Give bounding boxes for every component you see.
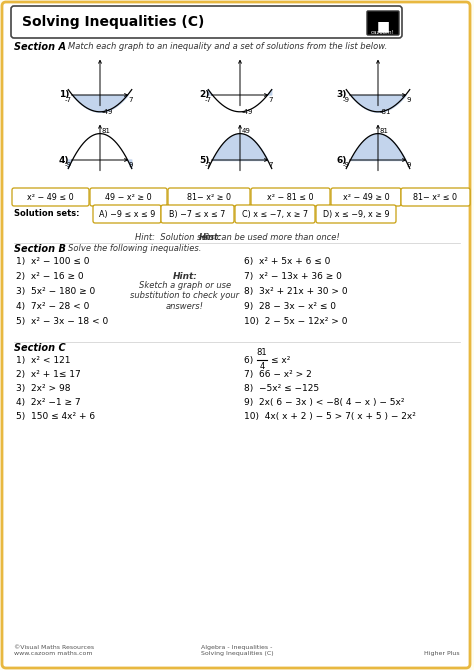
Text: -9: -9: [342, 162, 349, 168]
Text: -7: -7: [64, 97, 72, 103]
Text: 7)  66 − x² > 2: 7) 66 − x² > 2: [244, 370, 312, 379]
Text: 81− x² ≤ 0: 81− x² ≤ 0: [413, 192, 457, 202]
Text: 9: 9: [407, 97, 411, 103]
Text: -49: -49: [242, 109, 254, 115]
Text: 81: 81: [257, 348, 267, 357]
Text: Hint:: Hint:: [173, 272, 198, 281]
Text: x² − 81 ≤ 0: x² − 81 ≤ 0: [267, 192, 314, 202]
Text: -7: -7: [204, 97, 211, 103]
Text: 7: 7: [269, 162, 273, 168]
FancyBboxPatch shape: [168, 188, 250, 206]
Text: -49: -49: [102, 109, 113, 115]
FancyBboxPatch shape: [11, 6, 402, 38]
Text: 3)  2x² > 98: 3) 2x² > 98: [16, 384, 71, 393]
Text: 2): 2): [199, 90, 209, 100]
Text: A) −9 ≤ x ≤ 9: A) −9 ≤ x ≤ 9: [99, 210, 155, 218]
Text: Higher Plus: Higher Plus: [424, 651, 460, 656]
Text: 8)  3x² + 21x + 30 > 0: 8) 3x² + 21x + 30 > 0: [244, 287, 347, 296]
Text: 6): 6): [337, 155, 347, 165]
Text: 1)  x² < 121: 1) x² < 121: [16, 356, 71, 365]
Text: 8)  −5x² ≤ −125: 8) −5x² ≤ −125: [244, 384, 319, 393]
Text: 4)  7x² − 28 < 0: 4) 7x² − 28 < 0: [16, 302, 90, 311]
Text: ■: ■: [376, 19, 390, 33]
Text: 10)  4x( x + 2 ) − 5 > 7( x + 5 ) − 2x²: 10) 4x( x + 2 ) − 5 > 7( x + 5 ) − 2x²: [244, 412, 416, 421]
FancyBboxPatch shape: [12, 188, 89, 206]
FancyBboxPatch shape: [90, 188, 167, 206]
Text: 5)  150 ≤ 4x² + 6: 5) 150 ≤ 4x² + 6: [16, 412, 95, 421]
FancyBboxPatch shape: [367, 11, 399, 35]
Text: 5)  x² − 3x − 18 < 0: 5) x² − 3x − 18 < 0: [16, 317, 108, 326]
Text: Solving Inequalities (C): Solving Inequalities (C): [22, 15, 204, 29]
Text: 1)  x² − 100 ≤ 0: 1) x² − 100 ≤ 0: [16, 257, 90, 266]
Text: -7: -7: [204, 162, 211, 168]
Text: 2)  x² − 16 ≥ 0: 2) x² − 16 ≥ 0: [16, 272, 83, 281]
Text: ≤ x²: ≤ x²: [271, 356, 291, 365]
Text: 10)  2 − 5x − 12x² > 0: 10) 2 − 5x − 12x² > 0: [244, 317, 347, 326]
Text: 9: 9: [128, 162, 133, 168]
Text: 9)  2x( 6 − 3x ) < −8( 4 − x ) − 5x²: 9) 2x( 6 − 3x ) < −8( 4 − x ) − 5x²: [244, 398, 404, 407]
Text: Section B: Section B: [14, 244, 66, 254]
FancyBboxPatch shape: [331, 188, 401, 206]
Text: 6)  x² + 5x + 6 ≤ 0: 6) x² + 5x + 6 ≤ 0: [244, 257, 330, 266]
Text: Algebra - Inequalities -
Solving Inequalities (C): Algebra - Inequalities - Solving Inequal…: [201, 645, 273, 656]
Text: D) x ≤ −9, x ≥ 9: D) x ≤ −9, x ≥ 9: [323, 210, 389, 218]
Text: 3): 3): [337, 90, 347, 100]
Text: 81− x² ≥ 0: 81− x² ≥ 0: [187, 192, 231, 202]
Text: 5): 5): [199, 155, 209, 165]
Text: 7: 7: [128, 97, 133, 103]
Text: Hint:  Solution sets can be used more than once!: Hint: Solution sets can be used more tha…: [135, 233, 339, 242]
FancyBboxPatch shape: [316, 205, 396, 223]
Text: 81: 81: [102, 127, 111, 133]
Text: Section C: Section C: [14, 343, 65, 353]
Text: C) x ≤ −7, x ≥ 7: C) x ≤ −7, x ≥ 7: [242, 210, 308, 218]
FancyBboxPatch shape: [251, 188, 330, 206]
Text: 7)  x² − 13x + 36 ≥ 0: 7) x² − 13x + 36 ≥ 0: [244, 272, 342, 281]
Text: Solve the following inequalities.: Solve the following inequalities.: [68, 244, 201, 253]
Text: 49 − x² ≥ 0: 49 − x² ≥ 0: [105, 192, 152, 202]
Text: Solution sets:: Solution sets:: [14, 210, 80, 218]
Text: B) −7 ≤ x ≤ 7: B) −7 ≤ x ≤ 7: [169, 210, 226, 218]
Text: Section A: Section A: [14, 42, 66, 52]
Text: 81: 81: [380, 127, 389, 133]
Text: 1): 1): [59, 90, 69, 100]
Text: -81: -81: [380, 109, 392, 115]
Text: 9: 9: [407, 162, 411, 168]
Text: 6): 6): [244, 356, 256, 365]
FancyBboxPatch shape: [401, 188, 470, 206]
Text: Hint:: Hint:: [199, 233, 222, 242]
Text: x² − 49 ≤ 0: x² − 49 ≤ 0: [27, 192, 74, 202]
Text: 2)  x² + 1≤ 17: 2) x² + 1≤ 17: [16, 370, 81, 379]
Text: Sketch a graph or use
substitution to check your
answers!: Sketch a graph or use substitution to ch…: [130, 281, 239, 311]
FancyBboxPatch shape: [161, 205, 234, 223]
Text: 4: 4: [259, 362, 264, 371]
Text: 3)  5x² − 180 ≥ 0: 3) 5x² − 180 ≥ 0: [16, 287, 95, 296]
Text: cazoom!: cazoom!: [371, 29, 395, 34]
FancyBboxPatch shape: [235, 205, 315, 223]
FancyBboxPatch shape: [93, 205, 161, 223]
Text: 4)  2x² −1 ≥ 7: 4) 2x² −1 ≥ 7: [16, 398, 81, 407]
Text: 4): 4): [59, 155, 69, 165]
Text: 9)  28 − 3x − x² ≤ 0: 9) 28 − 3x − x² ≤ 0: [244, 302, 336, 311]
Text: 7: 7: [269, 97, 273, 103]
Text: -9: -9: [342, 97, 349, 103]
Text: ©Visual Maths Resources
www.cazoom maths.com: ©Visual Maths Resources www.cazoom maths…: [14, 645, 94, 656]
Text: 49: 49: [242, 127, 251, 133]
Text: Match each graph to an inequality and a set of solutions from the list below.: Match each graph to an inequality and a …: [68, 42, 387, 51]
Text: x² − 49 ≥ 0: x² − 49 ≥ 0: [343, 192, 389, 202]
Text: -9: -9: [64, 162, 72, 168]
